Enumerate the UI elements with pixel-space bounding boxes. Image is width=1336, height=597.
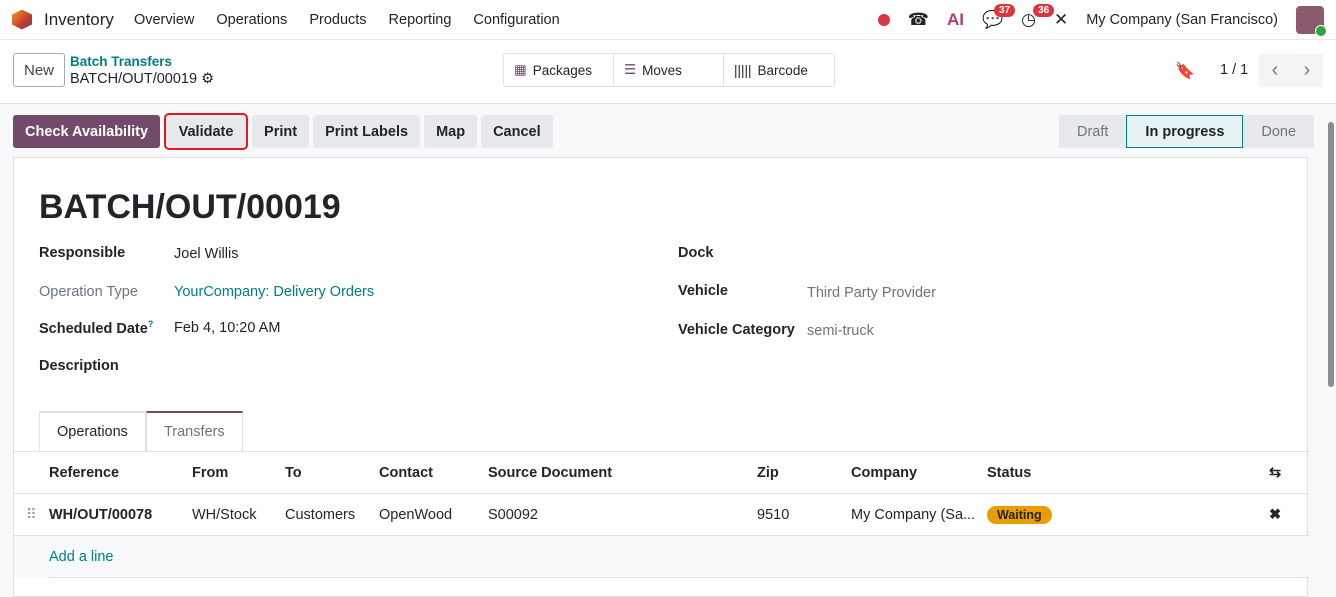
menu-operations[interactable]: Operations <box>216 11 288 28</box>
col-company[interactable]: Company <box>851 451 987 494</box>
table-header: Reference From To Contact Source Documen… <box>14 451 1309 494</box>
vehicle-category-field[interactable]: semi-truck <box>807 323 874 339</box>
form-sheet: BATCH/OUT/00019 Responsible Joel Willis … <box>13 157 1309 597</box>
transfers-table: Reference From To Contact Source Documen… <box>14 451 1309 578</box>
scheduled-date-label: Scheduled Date? <box>39 319 154 337</box>
inventory-logo-icon[interactable] <box>12 9 32 30</box>
phone-icon[interactable]: ☎ <box>907 9 929 29</box>
ai-icon[interactable]: AI <box>946 9 964 29</box>
status-done[interactable]: Done <box>1261 123 1297 140</box>
responsible-label: Responsible <box>39 245 126 261</box>
vehicle-category-label: Vehicle Category <box>678 322 795 338</box>
col-status[interactable]: Status <box>987 451 1269 494</box>
status-draft[interactable]: Draft <box>1077 123 1109 140</box>
app-name[interactable]: Inventory <box>44 9 114 29</box>
menu-reporting[interactable]: Reporting <box>388 11 452 28</box>
add-line-row: Add a line <box>14 535 1309 578</box>
cell-company[interactable]: My Company (Sa... <box>851 493 987 536</box>
messages-icon[interactable]: 💬 37 <box>982 3 1016 30</box>
check-availability-button[interactable]: Check Availability <box>13 115 161 148</box>
cancel-button[interactable]: Cancel <box>481 115 553 148</box>
packages-button[interactable]: ▦ Packages <box>504 54 614 86</box>
barcode-button[interactable]: ||||| Barcode <box>734 62 808 78</box>
tab-transfers[interactable]: Transfers <box>145 411 243 451</box>
record-dot-icon[interactable] <box>877 13 890 26</box>
operation-type-field[interactable]: YourCompany: Delivery Orders <box>174 284 375 300</box>
col-contact[interactable]: Contact <box>379 451 488 494</box>
dock-label: Dock <box>678 245 714 261</box>
cell-reference[interactable]: WH/OUT/00078 <box>49 493 192 536</box>
validate-button[interactable]: Validate <box>164 113 249 150</box>
moves-button[interactable]: ☰ Moves <box>614 54 724 86</box>
col-zip[interactable]: Zip <box>757 451 851 494</box>
map-button[interactable]: Map <box>424 115 478 148</box>
avatar[interactable] <box>1296 5 1327 37</box>
col-to[interactable]: To <box>285 451 379 494</box>
status-badge: Waiting <box>987 505 1052 524</box>
activities-badge: 36 <box>1033 3 1055 17</box>
remove-row-icon[interactable]: ✖ <box>1269 506 1282 523</box>
company-switcher[interactable]: My Company (San Francisco) <box>1086 11 1278 28</box>
packages-icon: ▦ <box>514 62 527 77</box>
pager-value[interactable]: 1 / 1 <box>1220 62 1249 78</box>
breadcrumb-current: BATCH/OUT/00019 <box>70 71 198 87</box>
print-labels-button[interactable]: Print Labels <box>313 115 421 148</box>
top-navbar: Inventory Overview Operations Products R… <box>0 0 1336 40</box>
col-source-document[interactable]: Source Document <box>488 451 757 494</box>
scheduled-date-field[interactable]: Feb 4, 10:20 AM <box>174 320 281 336</box>
drag-handle-icon[interactable]: ⠿ <box>26 506 37 523</box>
pager-prev-button[interactable]: ‹ <box>1271 59 1279 81</box>
menu-products[interactable]: Products <box>309 11 367 28</box>
breadcrumb-batch-transfers[interactable]: Batch Transfers <box>70 54 173 69</box>
smart-buttons: ▦ Packages ☰ Moves ||||| Barcode <box>503 53 835 87</box>
menu-overview[interactable]: Overview <box>133 11 195 28</box>
responsible-field[interactable]: Joel Willis <box>174 246 239 262</box>
vehicle-label: Vehicle <box>678 283 728 299</box>
gear-icon[interactable]: ⚙ <box>201 71 215 87</box>
activities-icon[interactable]: ◷ 36 <box>1021 3 1055 30</box>
cell-zip[interactable]: 9510 <box>757 493 851 536</box>
tab-operations[interactable]: Operations <box>39 411 146 451</box>
menu-configuration[interactable]: Configuration <box>473 11 560 28</box>
help-tooltip-icon[interactable]: ? <box>147 319 154 329</box>
operation-type-label: Operation Type <box>39 284 138 300</box>
list-icon: ☰ <box>624 62 637 77</box>
status-bar: Draft In progress Done <box>1059 115 1315 148</box>
cell-to[interactable]: Customers <box>285 493 379 536</box>
new-button[interactable]: New <box>13 53 66 87</box>
optional-columns-icon[interactable]: ⇆ <box>1269 464 1282 481</box>
cell-source[interactable]: S00092 <box>488 493 757 536</box>
add-line-link[interactable]: Add a line <box>49 548 114 565</box>
record-title: BATCH/OUT/00019 <box>39 188 341 226</box>
col-reference[interactable]: Reference <box>49 451 192 494</box>
cell-from[interactable]: WH/Stock <box>192 493 285 536</box>
tools-icon[interactable]: ✕ <box>1053 9 1069 29</box>
description-label: Description <box>39 358 119 374</box>
pager-next-button[interactable]: › <box>1303 59 1311 81</box>
messages-badge: 37 <box>993 3 1016 17</box>
barcode-icon: ||||| <box>734 62 752 78</box>
table-row[interactable]: ⠿ WH/OUT/00078 WH/Stock Customers OpenWo… <box>14 493 1309 536</box>
vehicle-field[interactable]: Third Party Provider <box>807 285 936 301</box>
scrollbar[interactable] <box>1328 122 1334 387</box>
print-button[interactable]: Print <box>252 115 310 148</box>
cell-contact[interactable]: OpenWood <box>379 493 488 536</box>
col-from[interactable]: From <box>192 451 285 494</box>
bookmark-icon[interactable]: 🔖 <box>1175 63 1195 80</box>
status-in-progress[interactable]: In progress <box>1126 115 1244 148</box>
